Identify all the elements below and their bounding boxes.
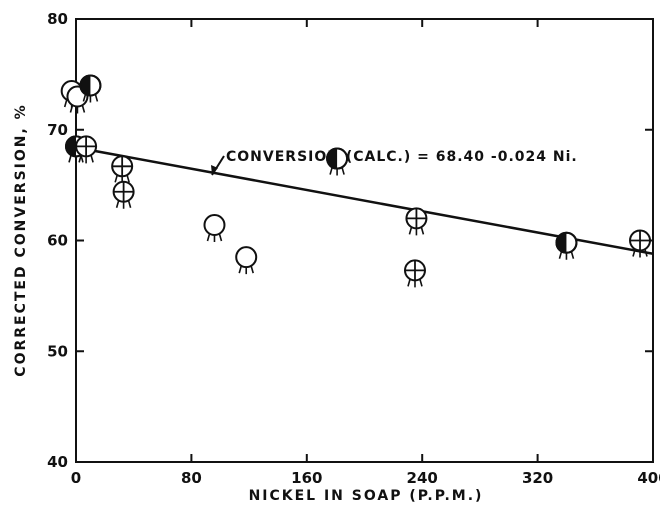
- ticks: [75, 18, 654, 463]
- data-point-half-filled: [326, 147, 349, 176]
- data-point-crossed: [405, 207, 428, 236]
- y-tick-label: 70: [47, 121, 68, 139]
- tick-labels: 0 80 160 240 320 400 40 50 60 70 80: [47, 10, 660, 487]
- data-point-crossed: [403, 259, 426, 288]
- fit-line: [75, 146, 654, 256]
- annotation-arrowhead: [211, 165, 218, 175]
- fit-equation-label: CONVERSION (CALC.) = 68.40 -0.024 Ni.: [226, 149, 578, 165]
- y-tick-label: 40: [47, 453, 68, 471]
- x-tick-label: 400: [637, 469, 660, 487]
- data-point-open: [235, 246, 258, 275]
- x-tick-label: 0: [71, 469, 81, 487]
- x-axis-label: NICKEL IN SOAP (P.P.M.): [249, 488, 484, 504]
- data-point-open: [203, 213, 226, 242]
- data-point-crossed: [629, 229, 652, 258]
- data-point-crossed: [75, 135, 98, 164]
- x-tick-label: 80: [181, 469, 202, 487]
- y-tick-label: 60: [47, 232, 68, 250]
- data-point-crossed: [111, 155, 134, 184]
- x-tick-label: 320: [522, 469, 553, 487]
- y-tick-label: 50: [47, 342, 68, 360]
- y-tick-label: 80: [47, 10, 68, 28]
- data-point-crossed: [112, 180, 135, 209]
- x-tick-label: 160: [291, 469, 322, 487]
- y-axis-label: CORRECTED CONVERSION, %: [13, 103, 29, 376]
- x-tick-label: 240: [407, 469, 438, 487]
- data-points: [60, 74, 652, 288]
- data-point-half-filled: [555, 231, 578, 260]
- data-point-half-filled: [79, 74, 102, 103]
